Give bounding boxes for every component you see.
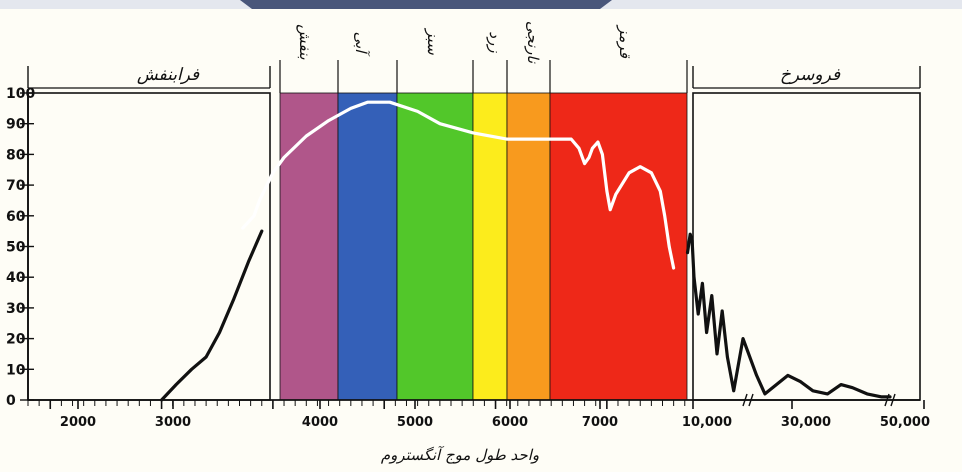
series-lines (160, 100, 892, 402)
band-labels: بنفش آبی سبز زرد نارنجی قرمز (296, 21, 634, 64)
x-tick-label: 30,000 (781, 415, 831, 430)
header-strip (0, 0, 962, 9)
ultraviolet-frame (27, 92, 271, 401)
y-tick-label: 0 (6, 393, 16, 409)
band-label: زرد (486, 31, 504, 53)
x-tick-label: 7000 (582, 415, 618, 430)
band-4 (506, 92, 551, 401)
band-label: بنفش (296, 24, 314, 59)
band-label: آبی (352, 32, 371, 58)
x-tick-label: 10,000 (682, 415, 732, 430)
x-axis: 2000 3000 4000 5000 6000 7000 10,000 30,000 50,0… (27, 393, 930, 430)
x-tick-label: 2000 (60, 415, 96, 430)
y-tick-label: 70 (6, 178, 26, 194)
spectrum-bands (279, 92, 688, 401)
y-tick-label: 30 (6, 301, 26, 317)
x-tick-label: 6000 (492, 415, 528, 430)
band-5 (549, 92, 688, 401)
y-tick-label: 100 (6, 86, 35, 102)
band-2 (396, 92, 474, 401)
band-label: قرمز (616, 24, 634, 59)
series-line-infrared (685, 232, 892, 399)
infrared-frame (692, 92, 921, 401)
plot-frames: فرابنفش فروسرخ (27, 60, 921, 401)
axis-break-0 (742, 393, 748, 407)
series-line-ultraviolet (160, 229, 264, 402)
x-tick-label: 3000 (155, 415, 191, 430)
header-tab (240, 0, 612, 9)
y-tick-label: 50 (6, 240, 26, 256)
y-tick-label: 20 (6, 332, 26, 348)
y-axis: 0 10 20 30 40 50 60 70 80 90 100 (6, 86, 35, 409)
y-tick-label: 90 (6, 117, 26, 133)
region-label: فروسرخ (780, 65, 841, 85)
x-tick-label: 50,000 (880, 415, 930, 430)
series-line-visible (241, 100, 676, 270)
y-tick-label: 60 (6, 209, 26, 225)
x-axis-title: واحد طول موج آنگستروم (381, 445, 539, 464)
y-tick-label: 40 (6, 270, 26, 286)
band-label: سبز (424, 27, 442, 55)
axis-break-0 (748, 393, 754, 407)
region-label: فرابنفش (137, 65, 200, 85)
axis-break-1 (890, 393, 896, 407)
band-1 (337, 92, 398, 401)
x-tick-label: 4000 (302, 415, 338, 430)
y-tick-label: 10 (6, 362, 26, 378)
axis-break-1 (884, 393, 890, 407)
band-0 (279, 92, 339, 401)
band-label: نارنجی (524, 21, 542, 64)
y-tick-label: 80 (6, 147, 26, 163)
x-tick-label: 5000 (397, 415, 433, 430)
